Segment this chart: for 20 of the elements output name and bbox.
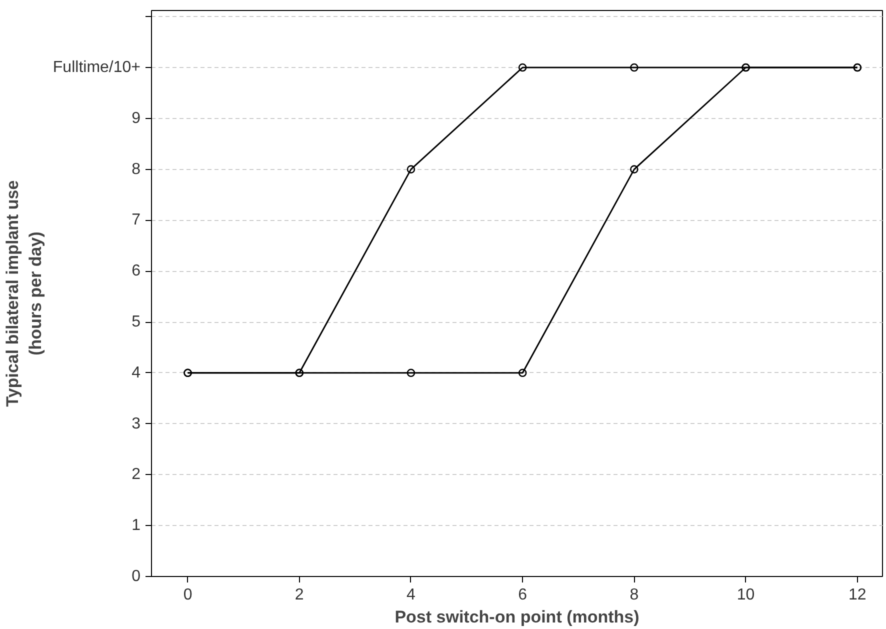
y-tick-label: 8 [132,160,141,178]
y-tick-label: Fulltime/10+ [52,59,140,76]
x-tick-label: 6 [518,586,528,604]
x-tick-label: 8 [630,586,639,604]
y-tick-label: 4 [132,364,141,382]
y-axis-title: Typical bilateral implant use (hours per day) [3,180,45,407]
x-tick-label: 12 [848,586,866,604]
x-axis-title: Post switch-on point (months) [394,608,640,626]
y-tick-label: 3 [132,415,141,432]
y-tick-label: 0 [132,568,141,585]
y-tick-label: 2 [132,466,141,484]
x-tick-label: 0 [183,586,192,604]
y-tick-label: 7 [132,212,141,229]
x-tick-label: 2 [294,586,304,604]
x-tick-label: 4 [406,586,416,604]
y-tick-label: 9 [132,110,141,127]
y-tick-label: 1 [132,517,141,534]
y-tick-label: 5 [132,314,141,331]
x-tick-label: 10 [736,586,755,604]
y-tick-label: 6 [132,262,141,280]
